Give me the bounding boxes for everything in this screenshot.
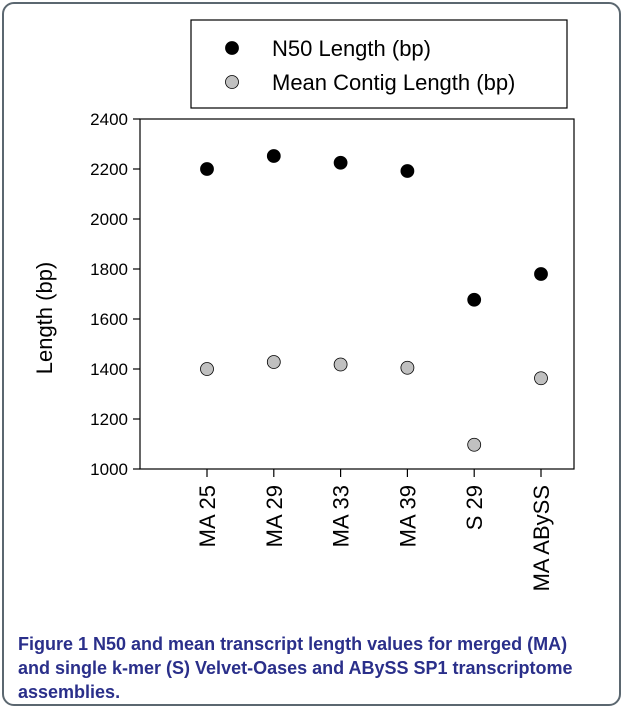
x-tick-label: MA 33 [329, 485, 354, 547]
y-axis-label: Length (bp) [32, 262, 57, 375]
caption-label: Figure 1 [18, 634, 89, 654]
data-points [200, 149, 548, 452]
legend-marker [225, 41, 239, 55]
x-tick-label: S 29 [462, 485, 487, 530]
legend-box [190, 19, 568, 109]
mean-contig-point [400, 360, 415, 375]
caption-text: N50 and mean transcript length values fo… [18, 634, 573, 702]
y-tick-label: 1600 [90, 310, 128, 329]
y-tick-label: 2200 [90, 160, 128, 179]
n50-point [534, 267, 548, 281]
plot-frame [139, 118, 575, 470]
n50-point [333, 155, 348, 170]
y-tick-label: 1200 [90, 410, 128, 429]
mean-contig-point [534, 371, 548, 386]
y-tick-label: 1000 [90, 460, 128, 479]
legend-label: N50 Length (bp) [272, 36, 431, 61]
mean-contig-point [333, 357, 348, 372]
y-axis-ticks: 1000 1200 1400 1600 1800 2000 2200 2400 [90, 110, 140, 479]
n50-point [400, 164, 415, 178]
x-axis-ticks: MA 25 MA 29 MA 33 MA 39 S 29 MA ABySS [195, 469, 554, 591]
figure-caption: Figure 1 N50 and mean transcript length … [18, 632, 598, 704]
plot-area [139, 118, 575, 470]
x-tick-label: MA ABySS [529, 485, 554, 591]
legend-label: Mean Contig Length (bp) [272, 70, 515, 95]
legend: N50 Length (bp) Mean Contig Length (bp) [190, 19, 568, 109]
x-tick-label: MA 39 [395, 485, 420, 547]
n50-point [467, 292, 482, 307]
mean-contig-point [467, 437, 482, 452]
y-tick-label: 1400 [90, 360, 128, 379]
y-tick-label: 2400 [90, 110, 128, 129]
n50-point [200, 162, 214, 176]
x-tick-label: MA 29 [262, 485, 287, 547]
x-tick-label: MA 25 [195, 485, 220, 547]
mean-contig-point [200, 362, 214, 376]
n50-point [266, 149, 281, 163]
legend-marker [225, 75, 239, 89]
y-tick-label: 1800 [90, 260, 128, 279]
y-tick-label: 2000 [90, 210, 128, 229]
mean-contig-point [266, 355, 281, 369]
